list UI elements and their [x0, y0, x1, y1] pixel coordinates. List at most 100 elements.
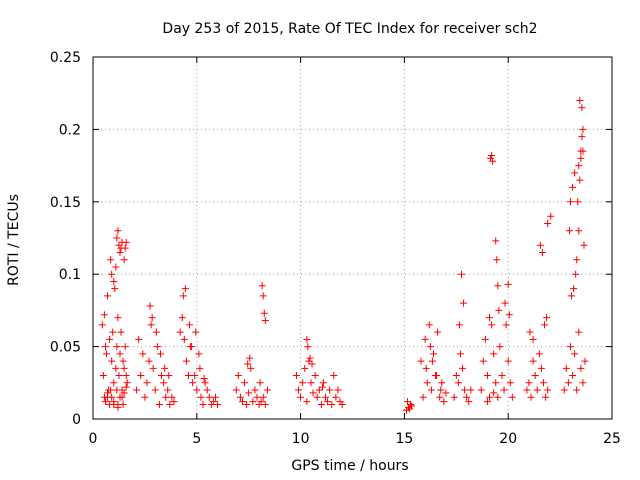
data-point [562, 364, 570, 372]
data-point [537, 364, 545, 372]
data-point [575, 162, 583, 170]
data-point [571, 350, 579, 358]
data-point [205, 393, 213, 401]
data-point [455, 321, 463, 329]
data-point [119, 357, 127, 365]
data-point [523, 386, 531, 394]
data-point [108, 270, 116, 278]
data-point [121, 343, 129, 351]
data-point [113, 234, 121, 242]
data-point [303, 398, 311, 406]
data-point [303, 335, 311, 343]
data-point [236, 393, 244, 401]
data-point [122, 238, 130, 246]
data-point [111, 285, 119, 293]
data-point [334, 386, 342, 394]
data-point [569, 372, 577, 380]
data-point [257, 398, 265, 406]
data-point [108, 357, 116, 365]
data-point [104, 389, 112, 397]
y-axis-label: ROTI / TECUs [6, 194, 22, 286]
data-point [531, 372, 539, 380]
x-axis-label: GPS time / hours [291, 458, 408, 474]
data-point [454, 379, 462, 387]
data-point [110, 277, 118, 285]
data-point [338, 401, 346, 409]
data-point [261, 401, 269, 409]
data-point [581, 357, 589, 365]
plot-frame [92, 56, 613, 420]
data-point [201, 379, 209, 387]
data-point [494, 393, 502, 401]
data-point [243, 401, 251, 409]
data-point [566, 198, 574, 206]
data-point [490, 389, 498, 397]
data-point [544, 386, 552, 394]
data-point [436, 393, 444, 401]
data-point [143, 379, 151, 387]
data-point [423, 379, 431, 387]
data-point [170, 398, 178, 406]
y-tick-label: 0.2 [59, 122, 81, 138]
data-point [253, 393, 261, 401]
data-point [440, 398, 448, 406]
data-point [429, 350, 437, 358]
data-point [442, 389, 450, 397]
data-point [109, 328, 117, 336]
data-point [122, 372, 130, 380]
data-point [162, 393, 170, 401]
data-point [544, 220, 552, 228]
data-point [575, 328, 583, 336]
data-point [500, 386, 508, 394]
data-point [317, 401, 325, 409]
data-point [498, 372, 506, 380]
x-tick-label: 5 [192, 431, 201, 447]
data-point [179, 292, 187, 300]
data-point [99, 372, 107, 380]
data-point [486, 314, 494, 322]
data-point [295, 386, 303, 394]
data-point [547, 212, 555, 220]
data-point [101, 343, 109, 351]
data-point [422, 364, 430, 372]
data-point [114, 401, 122, 409]
data-point [197, 393, 205, 401]
data-point [113, 343, 121, 351]
data-point [101, 398, 109, 406]
data-point [569, 183, 577, 191]
data-point [256, 379, 264, 387]
data-point [568, 292, 576, 300]
data-point [307, 379, 315, 387]
data-point [100, 311, 108, 319]
data-point [450, 393, 458, 401]
data-point [249, 398, 257, 406]
data-point [419, 393, 427, 401]
data-point [241, 379, 249, 387]
data-point [247, 364, 255, 372]
data-point [188, 343, 196, 351]
data-point [434, 328, 442, 336]
data-point [260, 309, 268, 317]
data-point [477, 386, 485, 394]
data-point [578, 104, 586, 112]
data-point [259, 393, 267, 401]
data-point [299, 379, 307, 387]
data-point [122, 383, 130, 391]
data-point [564, 379, 572, 387]
data-point [191, 372, 199, 380]
data-point [437, 386, 445, 394]
data-point [488, 321, 496, 329]
data-point [115, 372, 123, 380]
data-point [149, 364, 157, 372]
data-point [426, 343, 434, 351]
data-point [502, 321, 510, 329]
data-point [146, 302, 154, 310]
data-point [573, 386, 581, 394]
data-point [192, 328, 200, 336]
y-tick-label: 0 [72, 412, 81, 428]
data-point [306, 354, 314, 362]
data-point [112, 263, 120, 271]
data-point [456, 350, 464, 358]
